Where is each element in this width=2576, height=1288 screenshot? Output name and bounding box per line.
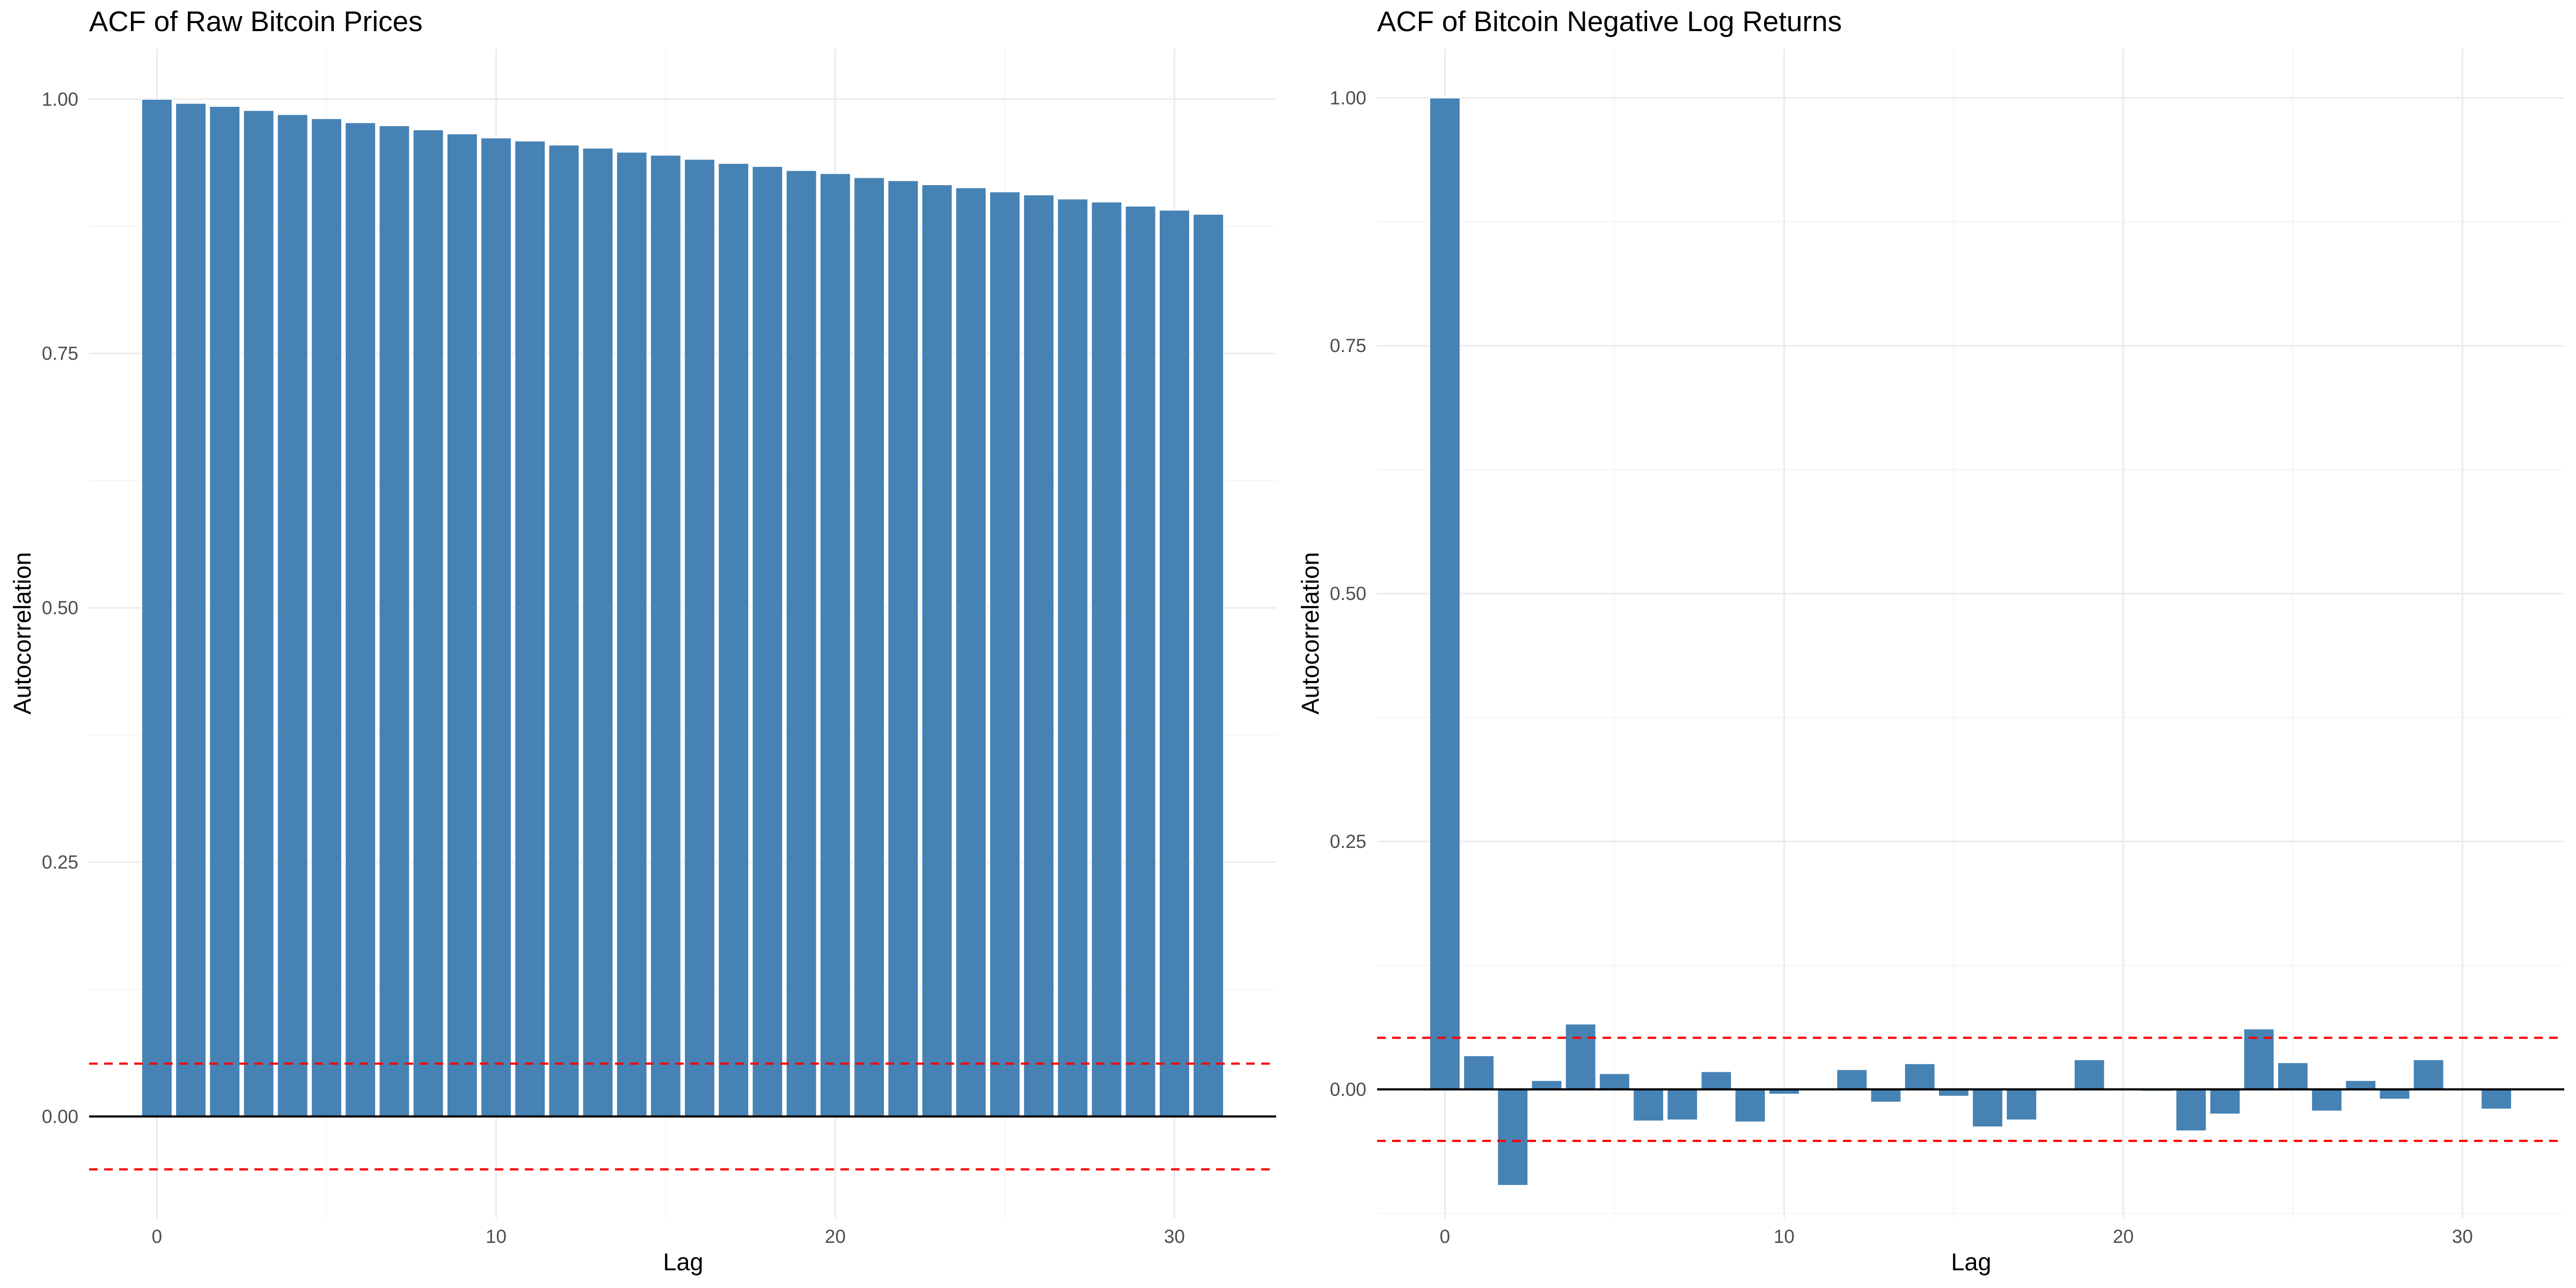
acf-bar <box>1666 1088 1699 1121</box>
acf-bar <box>718 163 750 1117</box>
acf-bar <box>243 109 275 1117</box>
acf-bar <box>548 144 580 1117</box>
y-tick-label: 1.00 <box>1330 87 1366 108</box>
x-tick-label: 10 <box>1774 1226 1795 1247</box>
acf-bar <box>649 155 682 1117</box>
reference-lines <box>1377 1036 2564 1142</box>
acf-bar <box>1497 1088 1529 1187</box>
reference-lines <box>89 1062 1276 1171</box>
x-tick-label: 0 <box>1440 1226 1450 1247</box>
y-tick-label: 0.50 <box>42 598 78 619</box>
acf-bar <box>785 170 817 1117</box>
acf-bar <box>1598 1073 1630 1090</box>
acf-bar <box>514 140 546 1117</box>
chart-title: ACF of Raw Bitcoin Prices <box>89 6 422 38</box>
acf-bar <box>1531 1080 1563 1090</box>
acf-bar <box>989 191 1021 1117</box>
acf-bar <box>1564 1023 1597 1090</box>
acf-bar <box>276 114 309 1117</box>
acf-bar <box>480 137 512 1117</box>
acf-bar <box>1904 1063 1936 1090</box>
acf-bar <box>1463 1055 1495 1090</box>
acf-bar <box>2345 1080 2377 1090</box>
acf-bar <box>2277 1062 2309 1090</box>
x-tick-labels: 0 10 20 30 <box>152 1226 1185 1247</box>
acf-bar <box>819 173 851 1117</box>
bars <box>141 98 1225 1117</box>
acf-bar <box>751 165 784 1117</box>
acf-raw-prices-panel: ACF of Raw Bitcoin Prices 0.000.250.500.… <box>9 6 1276 1276</box>
acf-bar <box>1429 97 1461 1090</box>
y-tick-label: 0.75 <box>1330 335 1366 356</box>
acf-bar <box>2412 1059 2445 1090</box>
x-tick-label: 20 <box>825 1226 846 1247</box>
acf-bar <box>2073 1059 2105 1090</box>
acf-bar <box>1158 209 1190 1117</box>
y-tick-label: 1.00 <box>42 89 78 110</box>
acf-bar <box>1700 1071 1732 1090</box>
acf-bar <box>2209 1088 2241 1115</box>
acf-bar <box>1633 1088 1665 1122</box>
x-tick-label: 0 <box>152 1226 162 1247</box>
x-tick-labels: 0 10 20 30 <box>1440 1226 2473 1247</box>
y-tick-labels: 0.00 0.25 0.50 0.75 1.00 <box>1330 87 1366 1100</box>
acf-bar <box>2379 1088 2411 1100</box>
grid-lines <box>1377 48 2564 1218</box>
x-axis-title: Lag <box>1951 1248 1991 1276</box>
y-tick-label: 0.00 <box>42 1106 78 1127</box>
acf-bar <box>887 180 919 1117</box>
acf-bar <box>1124 205 1157 1117</box>
y-tick-label: 0.25 <box>42 852 78 873</box>
y-tick-label: 0.25 <box>1330 831 1366 852</box>
acf-bar <box>446 133 478 1117</box>
acf-bar <box>955 187 987 1117</box>
x-axis-title: Lag <box>663 1248 703 1276</box>
acf-neg-log-returns-panel: ACF of Bitcoin Negative Log Returns 0.00… <box>1297 6 2564 1276</box>
acf-bar <box>1192 213 1225 1117</box>
y-tick-label: 0.75 <box>42 343 78 364</box>
x-tick-label: 30 <box>2452 1226 2473 1247</box>
acf-bar <box>616 151 648 1117</box>
acf-bar <box>1836 1069 1868 1090</box>
x-tick-label: 10 <box>486 1226 507 1247</box>
acf-bar <box>1023 194 1055 1117</box>
acf-bar <box>1091 201 1123 1117</box>
acf-bar <box>2480 1088 2513 1110</box>
acf-bar <box>175 103 207 1117</box>
y-axis-title: Autocorrelation <box>1297 552 1324 715</box>
acf-bar <box>1734 1088 1766 1123</box>
acf-bar <box>1057 198 1089 1117</box>
y-tick-label: 0.50 <box>1330 583 1366 604</box>
acf-bar <box>2311 1088 2343 1112</box>
acf-bar <box>141 98 173 1117</box>
x-tick-label: 20 <box>2113 1226 2134 1247</box>
acf-bar <box>209 106 241 1117</box>
acf-bar <box>921 184 953 1117</box>
bars <box>1429 97 2513 1187</box>
chart-title: ACF of Bitcoin Negative Log Returns <box>1377 6 1842 38</box>
y-tick-label: 0.00 <box>1330 1079 1366 1100</box>
x-tick-label: 30 <box>1164 1226 1185 1247</box>
acf-bar <box>2006 1088 2038 1121</box>
acf-bar <box>1870 1088 1902 1103</box>
acf-bar <box>378 125 411 1117</box>
acf-bar <box>582 147 614 1117</box>
acf-bar <box>853 177 885 1117</box>
acf-bar <box>412 129 444 1117</box>
acf-bar <box>310 118 342 1117</box>
y-tick-labels: 0.00 0.25 0.50 0.75 1.00 <box>42 89 78 1128</box>
acf-bar <box>2175 1088 2207 1132</box>
y-axis-title: Autocorrelation <box>9 552 36 715</box>
acf-bar <box>1972 1088 2004 1128</box>
acf-bar <box>684 158 716 1117</box>
acf-bar <box>345 122 377 1117</box>
